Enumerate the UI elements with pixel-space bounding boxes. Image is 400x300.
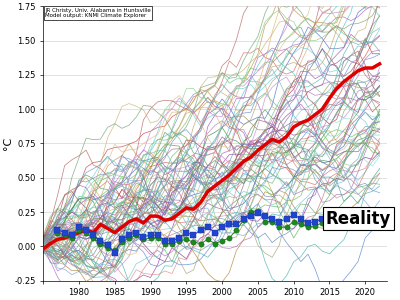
Y-axis label: °C: °C <box>3 137 13 150</box>
Text: JR Christy, Univ. Alabama in Huntsville
Model output: KNMI Climate Explorer: JR Christy, Univ. Alabama in Huntsville … <box>45 8 151 18</box>
Text: Reality: Reality <box>326 210 391 228</box>
